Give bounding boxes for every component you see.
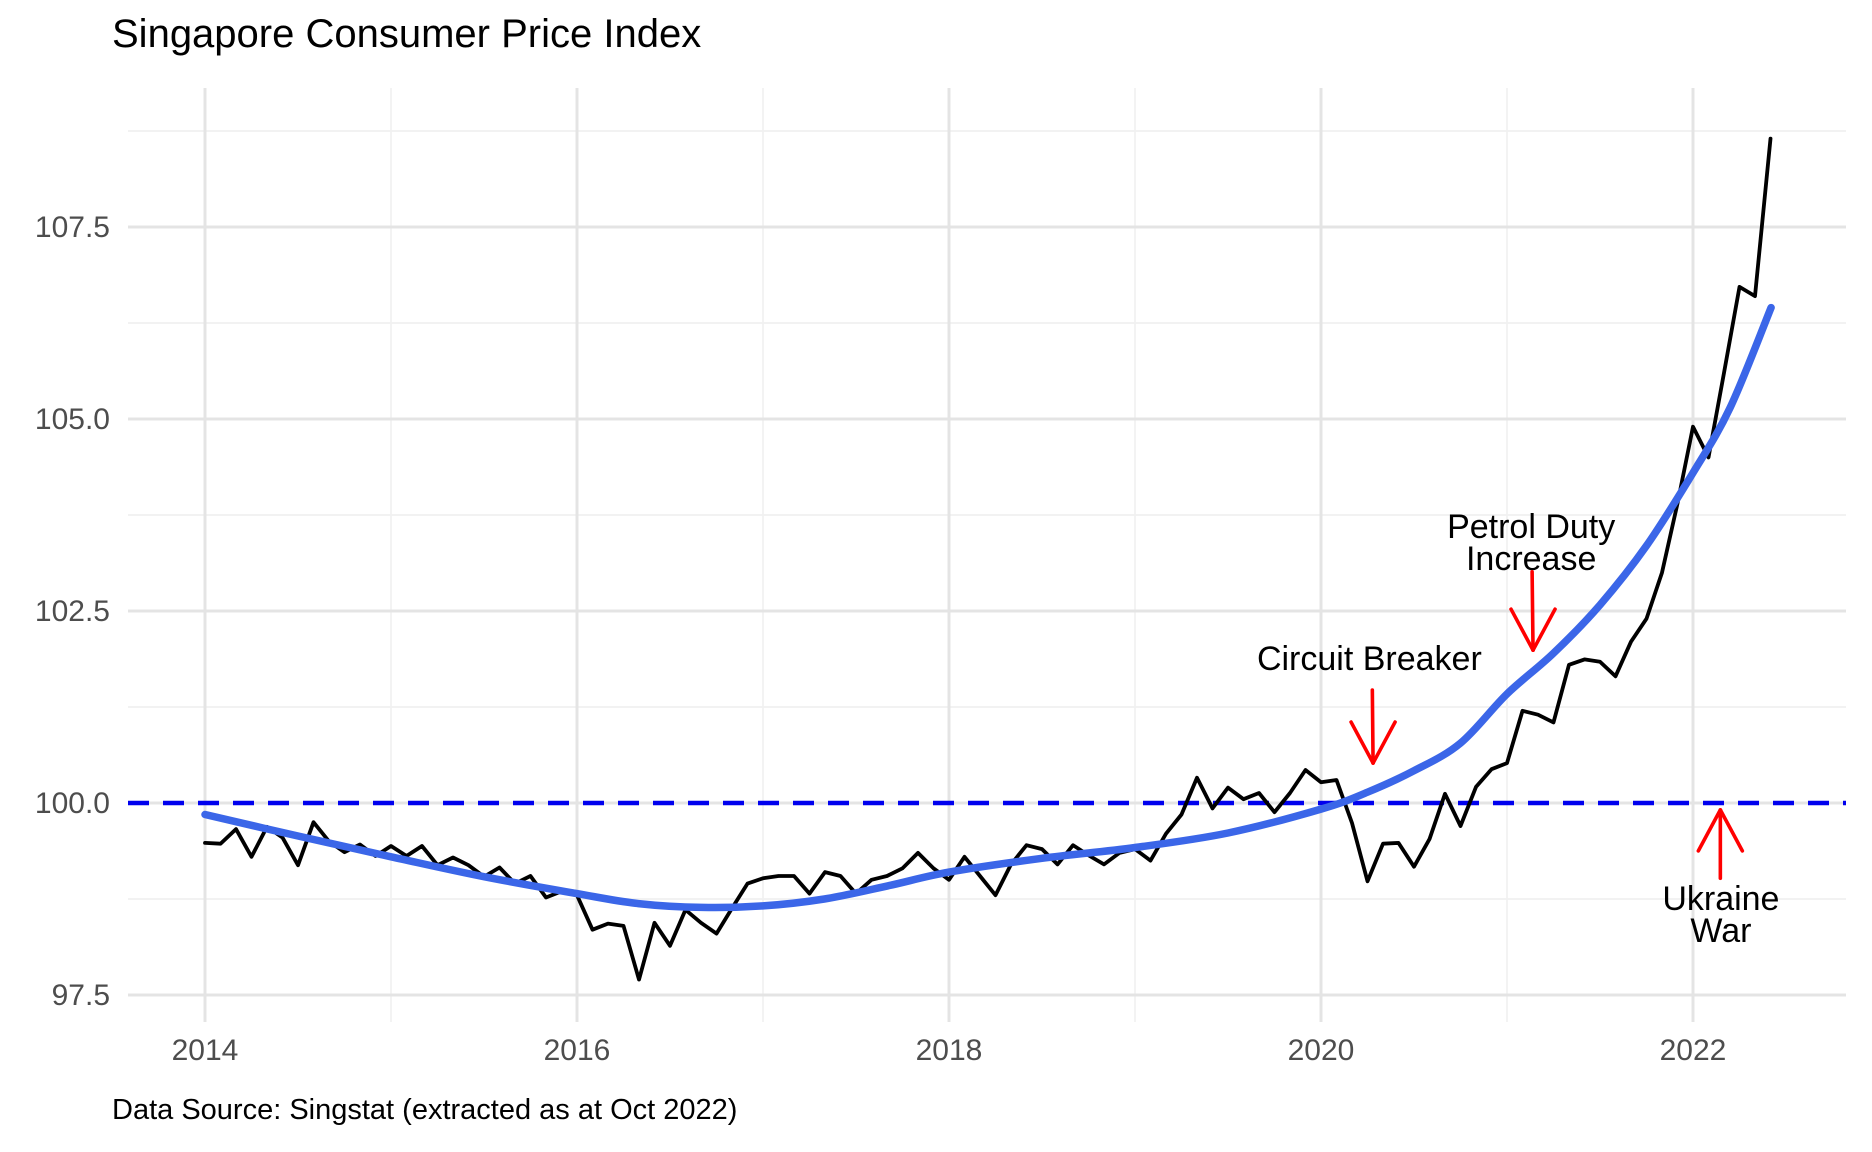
y-tick-label-105.0: 105.0 — [35, 403, 110, 436]
chart-caption: Data Source: Singstat (extracted as at O… — [112, 1094, 738, 1126]
annotation-label-ukraine-war: Ukraine War — [1662, 880, 1779, 950]
arrow-head-left-circuit-breaker — [1349, 720, 1375, 765]
annotation-label-petrol-duty-increase: Petrol Duty Increase — [1447, 508, 1615, 578]
x-tick-label-2020: 2020 — [1288, 1034, 1355, 1067]
grid-minor — [128, 88, 1846, 1022]
arrow-shaft-circuit-breaker — [1370, 688, 1375, 765]
annotation-circuit-breaker: Circuit Breaker — [1257, 640, 1482, 765]
x-tick-label-2016: 2016 — [544, 1034, 611, 1067]
annotation-label-circuit-breaker: Circuit Breaker — [1257, 640, 1482, 678]
chart-title: Singapore Consumer Price Index — [112, 12, 702, 56]
y-tick-label-102.5: 102.5 — [35, 595, 110, 628]
arrow-head-left-ukraine-war — [1696, 808, 1723, 853]
y-tick-label-97.5: 97.5 — [52, 979, 110, 1012]
annotation-petrol-duty-increase: Petrol Duty Increase — [1447, 508, 1615, 652]
x-tick-label-2022: 2022 — [1660, 1034, 1727, 1067]
y-axis-labels: 97.5 100.0 102.5 105.0 107.5 — [35, 211, 110, 1012]
smooth-trend-line — [201, 303, 1775, 912]
y-tick-label-107.5: 107.5 — [35, 211, 110, 244]
x-axis-labels: 2014 2016 2018 2020 2022 — [172, 1034, 1727, 1067]
x-tick-label-2014: 2014 — [172, 1034, 239, 1067]
x-tick-label-2018: 2018 — [916, 1034, 983, 1067]
arrow-head-right-circuit-breaker — [1371, 720, 1397, 765]
arrow-head-right-ukraine-war — [1718, 808, 1745, 853]
arrow-head-right-petrol-duty-increase — [1531, 607, 1557, 652]
arrow-shaft-petrol-duty-increase — [1530, 570, 1535, 652]
cpi-monthly-line — [203, 136, 1773, 982]
y-tick-label-100.0: 100.0 — [35, 787, 110, 820]
arrow-head-left-petrol-duty-increase — [1509, 607, 1535, 652]
annotation-ukraine-war: Ukraine War — [1662, 808, 1779, 950]
